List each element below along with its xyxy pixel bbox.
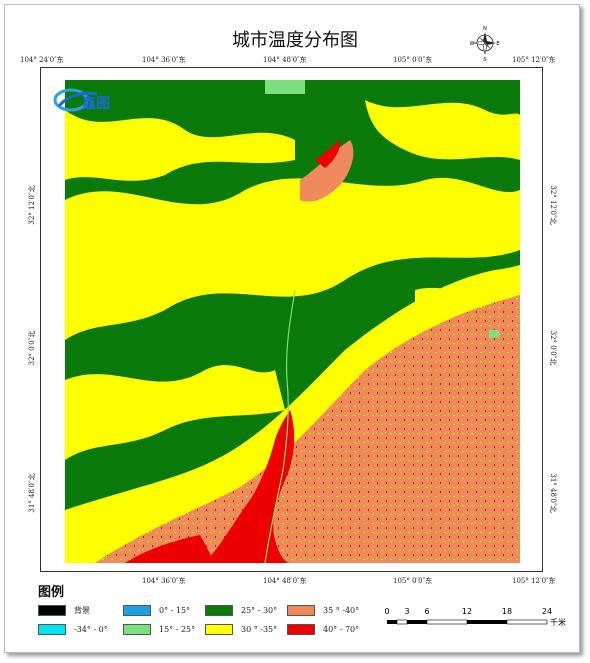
bottom-tick-3: 105° 0′0″东	[393, 577, 433, 585]
legend-label: 15° - 25°	[159, 624, 196, 634]
scale-tick-3: 3	[404, 607, 409, 616]
compass-e: E	[496, 41, 499, 47]
legend-swatch	[38, 623, 66, 635]
compass-rose-icon: N S W E	[470, 26, 500, 62]
compass-s: S	[483, 57, 486, 62]
top-tick-1: 104° 24′0″东	[20, 56, 64, 64]
top-tick-5: 105° 12′0″东	[512, 56, 556, 64]
scale-tick-6: 6	[424, 607, 429, 616]
logo: 鑫图	[53, 84, 123, 116]
legend-item-40-70: 40° - 70°	[287, 623, 359, 635]
legend-item-25-30: 25° - 30°	[205, 604, 277, 616]
right-tick-2: 32° 0′0″北	[549, 330, 557, 366]
logo-text: 鑫图	[82, 96, 110, 112]
legend-swatch	[38, 604, 66, 616]
temperature-map	[65, 80, 520, 563]
legend-swatch	[205, 623, 233, 635]
legend-item-30-35: 30 ° -35°	[205, 623, 277, 635]
legend-item-background: 背景	[38, 604, 90, 616]
legend-label: 35 ° -40°	[323, 605, 360, 615]
legend-title: 图例	[38, 585, 65, 600]
scale-tick-12: 12	[462, 607, 472, 616]
legend-item-15-25: 15° - 25°	[123, 623, 195, 635]
top-tick-4: 105° 0′0″东	[393, 56, 433, 64]
legend-label: 30 ° -35°	[241, 624, 278, 634]
map-neatline	[40, 67, 543, 572]
top-tick-2: 104° 36′0″东	[142, 56, 186, 64]
legend-label: -34° - 0°	[74, 624, 108, 634]
legend-item-neg34-0: -34° - 0°	[38, 623, 108, 635]
compass-w: W	[470, 41, 475, 47]
top-tick-3: 104° 48′0″东	[263, 56, 307, 64]
left-tick-2: 32° 0′0″北	[28, 330, 36, 366]
legend-label: 0° - 15°	[159, 605, 191, 615]
left-tick-1: 32° 12′0″北	[28, 185, 36, 225]
legend-swatch	[287, 604, 315, 616]
legend-label: 25° - 30°	[241, 605, 278, 615]
logo-swoosh-icon	[53, 88, 98, 112]
right-tick-1: 32° 12′0″北	[549, 185, 557, 225]
scale-bar: 0 3 6 12 18 24 千米	[384, 607, 566, 627]
bottom-tick-4: 105° 12′0″东	[512, 577, 556, 585]
bottom-tick-2: 104° 48′0″东	[263, 577, 307, 585]
legend-item-0-15: 0° - 15°	[123, 604, 190, 616]
scale-tick-24: 24	[542, 607, 552, 616]
scale-tick-0: 0	[384, 607, 389, 616]
legend-label: 40° - 70°	[323, 624, 360, 634]
right-tick-3: 31° 48′0″北	[549, 473, 557, 513]
left-tick-3: 31° 48′0″北	[28, 473, 36, 513]
compass-n: N	[483, 26, 487, 32]
bottom-tick-1: 104° 36′0″东	[142, 577, 186, 585]
legend-swatch	[123, 604, 151, 616]
legend-swatch	[287, 623, 315, 635]
legend-swatch	[123, 623, 151, 635]
legend-swatch	[205, 604, 233, 616]
legend-label: 背景	[74, 605, 90, 615]
legend-item-35-40: 35 ° -40°	[287, 604, 359, 616]
scale-unit: 千米	[550, 617, 566, 627]
map-title: 城市温度分布图	[232, 30, 358, 51]
scale-tick-18: 18	[502, 607, 512, 616]
